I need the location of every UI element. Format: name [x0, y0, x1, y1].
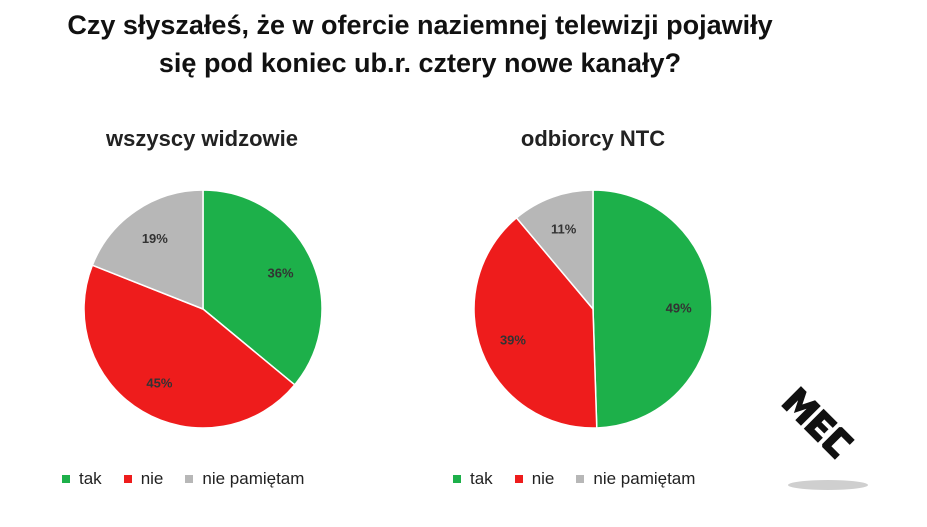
- legend-swatch-nie: [123, 475, 132, 483]
- legend: tak nie nie pamiętam: [453, 469, 717, 489]
- legend-item-tak: tak: [62, 469, 102, 489]
- pie-slice-nie-pamietam: [515, 189, 594, 312]
- legend-item-tak: tak: [453, 469, 493, 489]
- data-label-nie-pamietam: 19%: [142, 231, 168, 246]
- data-label-tak: 49%: [666, 301, 692, 316]
- pie-chart-all-viewers: wszyscy widzowie 36% 45% 19% tak nie nie p…: [22, 120, 382, 500]
- pie-slice-tak: [592, 189, 713, 429]
- data-label-nie-pamietam: 11%: [551, 221, 577, 236]
- legend-label-nie: nie: [140, 469, 164, 488]
- pie-slice-nie: [473, 216, 598, 429]
- legend-item-nie: nie: [514, 469, 555, 489]
- pie-slice-tak: [202, 189, 323, 386]
- legend-swatch-nie-pamietam: [576, 475, 585, 483]
- pie-svg: 49% 39% 11%: [473, 189, 713, 429]
- legend-item-nie: nie: [123, 469, 164, 489]
- data-label-tak: 36%: [268, 266, 294, 281]
- data-label-nie: 45%: [146, 376, 172, 391]
- legend: tak nie nie pamiętam: [62, 469, 326, 489]
- pie-chart-ntc-receivers: odbiorcy NTC 49% 39% 11% tak nie nie pamię…: [413, 120, 773, 500]
- chart-title: Czy słyszałeś, że w ofercie naziemnej te…: [0, 6, 840, 82]
- legend-item-nie-pamietam: nie pamiętam: [185, 469, 304, 489]
- legend-swatch-nie-pamietam: [185, 475, 194, 483]
- pie-slice-nie-pamietam: [91, 189, 204, 311]
- legend-label-tak: tak: [79, 469, 102, 488]
- legend-swatch-tak: [62, 475, 70, 483]
- legend-label-tak: tak: [470, 469, 493, 488]
- mec-logo-icon: [781, 386, 868, 490]
- legend-item-nie-pamietam: nie pamiętam: [576, 469, 695, 489]
- data-label-nie: 39%: [500, 333, 526, 348]
- legend-label-nie-pamietam: nie pamiętam: [202, 469, 305, 488]
- legend-label-nie: nie: [531, 469, 555, 488]
- title-line-1: Czy słyszałeś, że w ofercie naziemnej te…: [67, 10, 773, 40]
- pie-slice-nie: [83, 264, 296, 429]
- legend-swatch-nie: [514, 475, 523, 483]
- pie-title: wszyscy widzowie: [106, 126, 298, 151]
- pie-title: odbiorcy NTC: [520, 126, 666, 151]
- pie-svg: 36% 45% 19%: [83, 189, 323, 429]
- legend-label-nie-pamietam: nie pamiętam: [593, 469, 696, 488]
- legend-swatch-tak: [453, 475, 461, 483]
- title-line-2: się pod koniec ub.r. cztery nowe kanały?: [158, 48, 682, 78]
